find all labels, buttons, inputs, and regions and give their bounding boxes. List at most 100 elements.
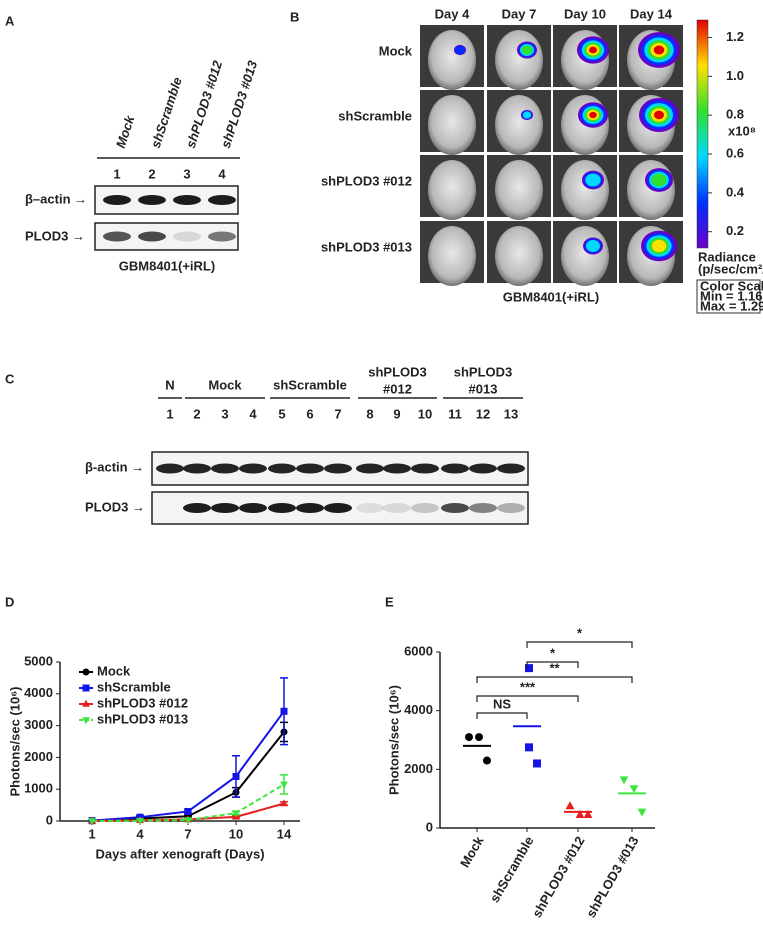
data-point	[232, 810, 240, 818]
x-tick-label: 7	[184, 826, 191, 841]
signal	[589, 46, 597, 54]
blot-band	[411, 463, 439, 474]
y-tick-label: 2000	[404, 761, 433, 776]
lane-number: 1	[166, 406, 173, 421]
legend-marker	[82, 717, 90, 725]
significance-bracket	[526, 661, 579, 668]
row-label: Mock	[379, 43, 413, 58]
x-tick-label: shPLOD3 #013	[583, 834, 642, 920]
significance-label: NS	[493, 696, 511, 711]
blot-band	[138, 195, 166, 205]
signal	[585, 173, 601, 187]
lane-number: 10	[418, 406, 432, 421]
group-label: #012	[383, 381, 412, 396]
data-point	[629, 785, 639, 794]
data-point	[575, 810, 585, 818]
mouse-head	[495, 226, 543, 286]
blot-band	[239, 503, 267, 513]
y-tick-label: 5000	[24, 653, 53, 668]
lane-number: 13	[504, 406, 518, 421]
legend-label: Mock	[97, 663, 131, 678]
legend-marker	[82, 699, 90, 707]
scale-text: Min = 1.16e7	[700, 288, 763, 303]
mouse-head	[495, 30, 543, 90]
blot-band	[383, 503, 411, 513]
data-point	[465, 733, 473, 742]
row-label: shPLOD3 #013	[321, 239, 412, 254]
series-line	[91, 710, 285, 822]
y-axis-label: Photons/sec (10⁶)	[386, 685, 401, 795]
y-tick-label: 1000	[24, 781, 53, 796]
panel-letter: E	[385, 594, 394, 609]
lane-number: 4	[218, 166, 226, 181]
x-tick-label: Mock	[457, 833, 487, 870]
day-label: Day 10	[564, 6, 606, 21]
significance-label: ***	[520, 679, 536, 694]
y-axis-label: Photons/sec (10⁶)	[7, 686, 22, 796]
data-point	[280, 799, 288, 807]
blot-band	[138, 231, 166, 242]
blot-band	[356, 463, 384, 474]
legend-label: shPLOD3 #012	[97, 695, 188, 710]
blot-band	[469, 463, 497, 474]
blot-band	[239, 463, 267, 474]
blot-band	[183, 503, 211, 513]
blot-band	[268, 463, 296, 474]
colorbar-label: 0.4	[726, 184, 745, 199]
legend-marker	[82, 668, 90, 676]
x-tick-label: 1	[88, 826, 95, 841]
signal	[454, 45, 466, 55]
data-point	[583, 810, 593, 818]
lane-label: shPLOD3 #012	[183, 58, 226, 150]
signal	[651, 173, 667, 187]
day-label: Day 7	[502, 6, 537, 21]
data-point	[565, 801, 575, 810]
blot-band	[497, 463, 525, 474]
lane-number: 3	[221, 406, 228, 421]
colorbar-label: 1.2	[726, 29, 744, 44]
x-tick-label: shScramble	[487, 834, 537, 905]
blot-band	[173, 231, 201, 242]
lane-number: 9	[393, 406, 400, 421]
data-point	[232, 772, 240, 780]
panel-letter: A	[5, 13, 15, 28]
lane-number: 6	[306, 406, 313, 421]
group-label: #013	[469, 381, 498, 396]
legend-label: shScramble	[97, 679, 171, 694]
colorbar-label: 0.2	[726, 223, 744, 238]
blot-band	[211, 503, 239, 513]
y-tick-label: 4000	[404, 702, 433, 717]
significance-bracket	[476, 695, 579, 702]
blot-band	[208, 195, 236, 205]
day-label: Day 14	[630, 6, 673, 21]
significance-bracket	[476, 676, 633, 683]
significance-label: *	[577, 625, 583, 640]
mouse-head	[627, 160, 675, 220]
lane-number: 5	[278, 406, 285, 421]
mouse-head	[495, 160, 543, 220]
lane-number: 7	[334, 406, 341, 421]
blot-band	[441, 503, 469, 513]
data-point	[525, 743, 533, 752]
group-label: shPLOD3	[454, 364, 513, 379]
data-point	[619, 776, 629, 785]
data-point	[637, 808, 647, 817]
row-label: shScramble	[338, 108, 412, 123]
significance-label: **	[549, 660, 560, 675]
legend-marker	[82, 684, 90, 692]
blot-band	[383, 463, 411, 474]
legend-label: shPLOD3 #013	[97, 711, 188, 726]
mouse-head	[561, 226, 609, 286]
significance-bracket	[526, 641, 633, 648]
mouse-head	[561, 160, 609, 220]
colorbar-label: 1.0	[726, 68, 744, 83]
lane-number: 12	[476, 406, 490, 421]
signal	[521, 45, 533, 55]
mouse-head	[428, 30, 476, 90]
row-label: β-actin →	[85, 459, 144, 474]
x-axis-label: Days after xenograft (Days)	[95, 846, 264, 861]
signal	[651, 239, 667, 253]
row-label: PLOD3 →	[85, 499, 145, 514]
blot-band	[411, 503, 439, 513]
